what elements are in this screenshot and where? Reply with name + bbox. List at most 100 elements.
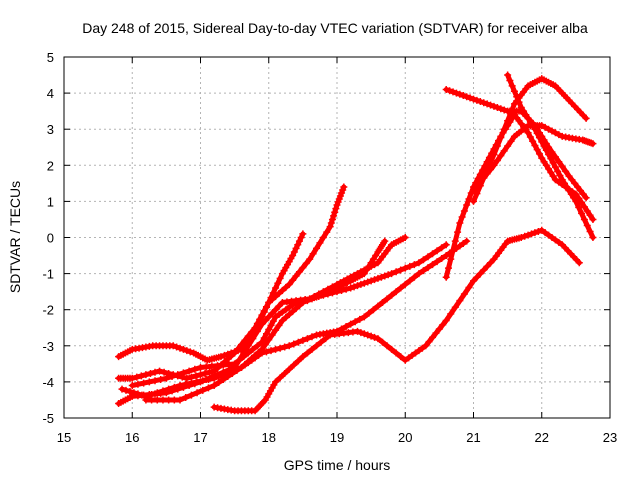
data-point-marker: [244, 342, 252, 350]
x-tick-label: 18: [262, 430, 276, 445]
data-point-marker: [142, 371, 150, 379]
data-point-marker: [542, 146, 550, 154]
data-point-marker: [326, 223, 334, 231]
data-point-marker: [383, 295, 391, 303]
data-point-marker: [415, 259, 423, 267]
data-point-marker: [276, 274, 284, 282]
data-point-marker: [294, 338, 302, 346]
data-point-marker: [156, 367, 164, 375]
data-point-marker: [374, 335, 382, 343]
series-track-11: [504, 71, 597, 241]
data-point-marker: [187, 391, 195, 399]
data-point-marker: [480, 99, 488, 107]
data-point-marker: [524, 231, 532, 239]
data-point-marker: [562, 167, 570, 175]
data-point-marker: [449, 88, 457, 96]
data-point-marker: [554, 167, 562, 175]
data-point-marker: [456, 219, 464, 227]
data-point-marker: [199, 386, 207, 394]
data-point-marker: [275, 302, 283, 310]
data-point-marker: [576, 187, 584, 195]
data-point-marker: [476, 182, 484, 190]
data-point-marker: [122, 386, 130, 394]
series-track-2: [115, 183, 348, 382]
data-point-marker: [244, 332, 252, 340]
data-point-marker: [268, 309, 276, 317]
data-point-marker: [542, 161, 550, 169]
series-track-12: [442, 111, 597, 281]
data-point-marker: [578, 209, 586, 217]
data-point-marker: [201, 369, 209, 377]
data-point-marker: [504, 122, 512, 130]
data-point-marker: [253, 327, 261, 335]
data-point-marker: [397, 266, 405, 274]
data-point-marker: [267, 321, 275, 329]
data-point-marker: [294, 241, 302, 249]
series-track-4: [118, 237, 389, 400]
data-point-marker: [575, 259, 583, 267]
data-point-marker: [451, 237, 459, 245]
data-point-marker: [474, 175, 482, 183]
data-point-marker: [433, 258, 441, 266]
data-point-marker: [151, 377, 159, 385]
data-point-marker: [176, 382, 184, 390]
data-point-marker: [429, 250, 437, 258]
data-point-marker: [118, 385, 126, 393]
y-tick-label: -5: [42, 411, 54, 426]
data-point-marker: [479, 166, 487, 174]
data-point-marker: [459, 92, 467, 100]
data-point-marker: [269, 317, 277, 325]
data-point-marker: [235, 356, 243, 364]
data-point-marker: [140, 379, 148, 387]
data-point-marker: [256, 315, 264, 323]
data-point-marker: [347, 284, 355, 292]
data-point-marker: [357, 280, 365, 288]
data-point-marker: [521, 232, 529, 240]
data-point-marker: [470, 197, 477, 205]
data-point-marker: [442, 241, 450, 249]
data-point-marker: [524, 129, 532, 137]
data-point-marker: [231, 360, 239, 368]
data-point-marker: [133, 373, 141, 381]
data-point-marker: [168, 372, 176, 380]
data-point-marker: [295, 268, 303, 276]
data-point-marker: [165, 385, 173, 393]
data-point-marker: [253, 342, 261, 350]
data-point-marker: [504, 142, 512, 150]
data-point-marker: [493, 156, 501, 164]
data-point-marker: [145, 378, 153, 386]
data-point-marker: [151, 368, 159, 376]
data-point-marker: [360, 279, 368, 287]
data-point-marker: [449, 246, 457, 254]
y-tick-label: -3: [42, 339, 54, 354]
data-point-marker: [452, 89, 460, 97]
data-point-marker: [388, 345, 396, 353]
data-point-marker: [467, 189, 475, 197]
data-point-marker: [473, 96, 481, 104]
data-point-marker: [281, 343, 289, 351]
data-point-marker: [419, 267, 427, 275]
x-tick-label: 16: [125, 430, 139, 445]
data-point-marker: [169, 342, 177, 350]
data-point-marker: [425, 338, 433, 346]
data-point-marker: [442, 317, 450, 325]
data-point-marker: [439, 321, 447, 329]
data-point-marker: [301, 296, 309, 304]
data-point-marker: [340, 183, 348, 191]
data-point-marker: [191, 365, 199, 373]
data-point-marker: [438, 255, 446, 263]
data-point-marker: [451, 303, 459, 311]
data-point-marker: [153, 389, 161, 397]
data-point-marker: [310, 294, 318, 302]
data-point-marker: [529, 137, 537, 145]
data-point-marker: [272, 306, 280, 314]
data-point-marker: [470, 183, 477, 191]
data-point-marker: [360, 313, 368, 321]
data-point-marker: [272, 284, 280, 292]
data-point-marker: [179, 369, 187, 377]
data-point-marker: [244, 349, 252, 357]
data-point-marker: [374, 274, 382, 282]
data-point-marker: [260, 307, 268, 315]
data-point-marker: [197, 371, 204, 379]
data-point-marker: [549, 172, 557, 180]
